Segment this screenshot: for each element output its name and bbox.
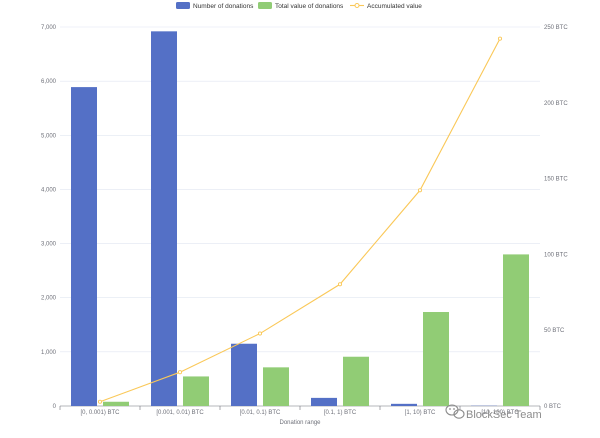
bar[interactable]: [503, 254, 529, 406]
bar[interactable]: [183, 376, 209, 406]
legend-label: Accumulated value: [367, 3, 422, 10]
bar[interactable]: [231, 343, 257, 406]
y-tick-label: 0: [53, 404, 57, 410]
line-point[interactable]: [417, 188, 423, 193]
watermark-text: BlockSec Team: [466, 409, 542, 421]
legend-label: Number of donations: [193, 3, 254, 10]
y-tick-label: 1,000: [41, 350, 57, 356]
x-tick-label: [0, 0.001) BTC: [80, 410, 120, 416]
y2-tick-label: 0 BTC: [544, 404, 562, 410]
wechat-icon: [445, 404, 465, 419]
bar[interactable]: [71, 87, 97, 406]
y2-tick-label: 50 BTC: [544, 328, 565, 334]
bar[interactable]: [103, 401, 129, 406]
y-tick-label: 7,000: [41, 25, 57, 31]
line-series: [97, 36, 503, 404]
legend-swatch-point: [354, 3, 360, 8]
legend-item[interactable]: Number of donations: [176, 2, 254, 10]
bar[interactable]: [311, 397, 337, 406]
x-tick-label: [0.001, 0.01) BTC: [156, 410, 204, 416]
line-point[interactable]: [337, 282, 343, 287]
line-point[interactable]: [257, 331, 263, 336]
y-tick-label: 4,000: [41, 187, 57, 193]
x-tick-label: [0.1, 1) BTC: [324, 410, 357, 416]
legend-label: Total value of donations: [275, 3, 344, 10]
line-point[interactable]: [177, 370, 183, 375]
x-axis-label: Donation range: [279, 420, 321, 426]
x-tick-label: [10, 100) BTC: [481, 410, 519, 416]
y2-tick-label: 200 BTC: [544, 101, 568, 107]
legend-swatch: [258, 2, 272, 9]
x-tick-label: [1, 10) BTC: [405, 410, 436, 416]
bar[interactable]: [343, 356, 369, 406]
legend-swatch: [176, 2, 190, 9]
bar[interactable]: [151, 31, 177, 407]
right-axis-ticks: 0 BTC 50 BTC 100 BTC 150 BTC 200 BTC 250 BTC: [544, 25, 568, 410]
watermark: BlockSec Team: [445, 404, 542, 421]
x-tick-label: [0.01, 0.1) BTC: [240, 410, 281, 416]
legend-item[interactable]: Total value of donations: [258, 2, 344, 10]
line-point[interactable]: [497, 36, 503, 41]
bar[interactable]: [423, 312, 449, 406]
line-path: [99, 38, 501, 403]
y2-tick-label: 100 BTC: [544, 252, 568, 258]
left-axis-ticks: 0 1,000 2,000 3,000 4,000 5,000 6,000 7,000: [41, 25, 57, 410]
y-tick-label: 3,000: [41, 242, 57, 248]
y-tick-label: 6,000: [41, 79, 57, 85]
line-point[interactable]: [97, 399, 103, 404]
bar[interactable]: [263, 367, 289, 406]
legend[interactable]: Number of donations Total value of donati…: [176, 2, 422, 10]
y-tick-label: 2,000: [41, 296, 57, 302]
legend-item[interactable]: Accumulated value: [350, 3, 422, 10]
y2-tick-label: 250 BTC: [544, 25, 568, 31]
bar-series: [71, 31, 529, 407]
y2-tick-label: 150 BTC: [544, 177, 568, 183]
grid-lines: [60, 26, 540, 407]
bar[interactable]: [391, 403, 417, 406]
y-tick-label: 5,000: [41, 133, 57, 139]
